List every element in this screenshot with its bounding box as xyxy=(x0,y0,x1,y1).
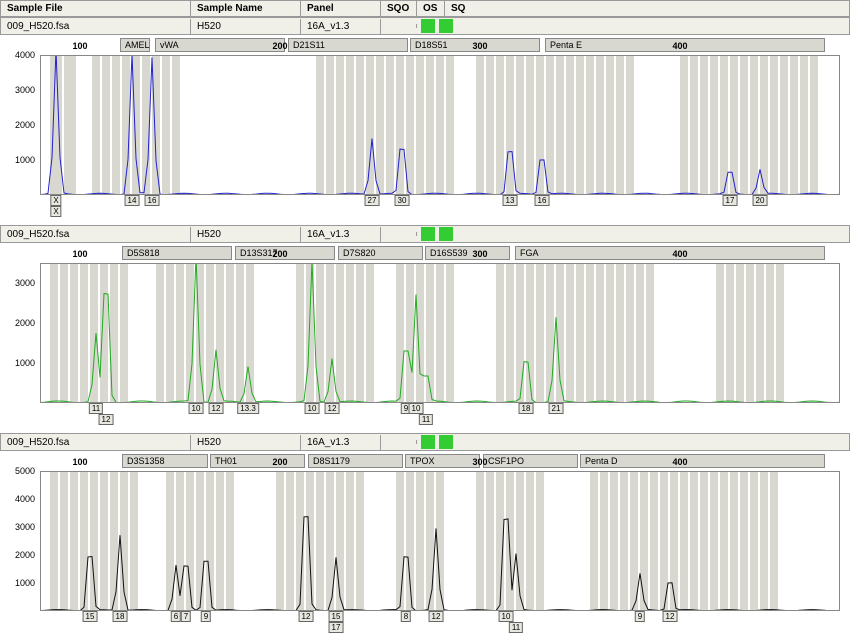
allele-label: 21 xyxy=(549,403,564,414)
os-indicator xyxy=(421,227,435,241)
x-tick: 200 xyxy=(272,457,287,467)
os-indicator xyxy=(421,19,435,33)
y-tick: 1000 xyxy=(15,358,35,368)
sq-indicator xyxy=(439,227,453,241)
col-sample-name: Sample Name xyxy=(191,1,301,17)
panel-info: 009_H520.fsaH52016A_v1.3 xyxy=(0,433,850,451)
allele-row: 15186791215178121011912 xyxy=(40,611,840,633)
header-table: Sample File Sample Name Panel SQO OS SQ xyxy=(0,0,850,17)
y-tick: 2000 xyxy=(15,550,35,560)
allele-label: 13.3 xyxy=(237,403,259,414)
allele-label: 27 xyxy=(365,195,380,206)
panel-name: 16A_v1.3 xyxy=(301,19,381,34)
col-panel: Panel xyxy=(301,1,381,17)
sample-file: 009_H520.fsa xyxy=(1,19,191,34)
electropherogram-plot xyxy=(40,263,840,403)
allele-label: 8 xyxy=(401,611,411,622)
allele-row: XX 14 16 27 30 13 16 17 20 xyxy=(40,195,840,217)
sample-file: 009_H520.fsa xyxy=(1,227,191,242)
sq-indicator xyxy=(439,435,453,449)
y-tick: 1000 xyxy=(15,578,35,588)
panel-block: 009_H520.fsaH52016A_v1.3D3S1358TH01D8S11… xyxy=(0,433,850,633)
y-tick: 5000 xyxy=(15,466,35,476)
allele-label: 11 xyxy=(89,403,103,414)
allele-label: 10 xyxy=(305,403,320,414)
allele-label: 15 xyxy=(83,611,98,622)
allele-label: 10 xyxy=(499,611,514,622)
allele-label: 10 xyxy=(189,403,204,414)
chart-area: 1002003004001000200030004000 xyxy=(40,55,840,195)
allele-label: 12 xyxy=(99,414,114,425)
y-tick: 3000 xyxy=(15,85,35,95)
allele-label: 17 xyxy=(329,622,344,633)
x-tick: 300 xyxy=(472,249,487,259)
panel-info: 009_H520.fsaH52016A_v1.3 xyxy=(0,225,850,243)
x-tick: 200 xyxy=(272,249,287,259)
allele-label: X xyxy=(50,206,61,217)
allele-label: 30 xyxy=(395,195,410,206)
allele-label: 16 xyxy=(145,195,160,206)
x-tick: 300 xyxy=(472,457,487,467)
col-sq: SQ xyxy=(445,1,850,17)
col-sample-file: Sample File xyxy=(1,1,191,17)
col-os: OS xyxy=(417,1,445,17)
x-tick: 100 xyxy=(72,41,87,51)
allele-label: 6 xyxy=(171,611,181,622)
allele-label: 12 xyxy=(209,403,224,414)
allele-label: 15 xyxy=(329,611,344,622)
sq-indicator xyxy=(439,19,453,33)
allele-row: 1112101213.31012910111821 xyxy=(40,403,840,425)
allele-label: 12 xyxy=(325,403,340,414)
allele-label: 12 xyxy=(429,611,444,622)
allele-label: 20 xyxy=(753,195,768,206)
sample-name: H520 xyxy=(191,19,301,34)
panel-name: 16A_v1.3 xyxy=(301,227,381,242)
x-tick: 300 xyxy=(472,41,487,51)
y-tick: 4000 xyxy=(15,494,35,504)
allele-label: 13 xyxy=(503,195,518,206)
allele-label: 9 xyxy=(635,611,645,622)
x-tick: 100 xyxy=(72,249,87,259)
sample-name: H520 xyxy=(191,435,301,450)
y-tick: 2000 xyxy=(15,318,35,328)
allele-label: 11 xyxy=(419,414,433,425)
allele-label: X xyxy=(50,195,61,206)
electropherogram-plot xyxy=(40,471,840,611)
allele-label: 12 xyxy=(663,611,678,622)
allele-label: 7 xyxy=(181,611,191,622)
y-tick: 3000 xyxy=(15,278,35,288)
sample-file: 009_H520.fsa xyxy=(1,435,191,450)
chart-area: 10020030040010002000300040005000 xyxy=(40,471,840,611)
allele-label: 11 xyxy=(509,622,523,633)
allele-label: 18 xyxy=(519,403,534,414)
x-tick: 100 xyxy=(72,457,87,467)
allele-label: 10 xyxy=(409,403,424,414)
y-tick: 4000 xyxy=(15,50,35,60)
y-tick: 2000 xyxy=(15,120,35,130)
panel-name: 16A_v1.3 xyxy=(301,435,381,450)
panel-block: 009_H520.fsaH52016A_v1.3AMELvWAD21S11D18… xyxy=(0,17,850,217)
x-tick: 400 xyxy=(672,457,687,467)
allele-label: 12 xyxy=(299,611,314,622)
col-sqo: SQO xyxy=(381,1,417,17)
x-tick: 400 xyxy=(672,41,687,51)
x-tick: 200 xyxy=(272,41,287,51)
os-indicator xyxy=(421,435,435,449)
allele-label: 9 xyxy=(201,611,211,622)
panel-info: 009_H520.fsaH52016A_v1.3 xyxy=(0,17,850,35)
allele-label: 18 xyxy=(113,611,128,622)
y-tick: 1000 xyxy=(15,155,35,165)
electropherogram-plot xyxy=(40,55,840,195)
y-tick: 3000 xyxy=(15,522,35,532)
x-tick: 400 xyxy=(672,249,687,259)
sample-name: H520 xyxy=(191,227,301,242)
allele-label: 16 xyxy=(535,195,550,206)
chart-area: 100200300400100020003000 xyxy=(40,263,840,403)
allele-label: 17 xyxy=(723,195,738,206)
panel-block: 009_H520.fsaH52016A_v1.3D5S818D13S317D7S… xyxy=(0,225,850,425)
allele-label: 14 xyxy=(125,195,140,206)
